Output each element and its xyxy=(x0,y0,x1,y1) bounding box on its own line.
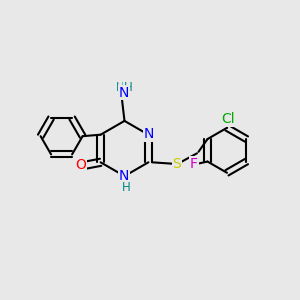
Text: Cl: Cl xyxy=(221,112,234,126)
Text: H: H xyxy=(124,81,133,94)
Text: O: O xyxy=(76,158,86,172)
Text: H: H xyxy=(122,181,130,194)
Text: N: N xyxy=(119,169,129,183)
Text: N: N xyxy=(119,86,129,100)
Text: N: N xyxy=(144,128,154,141)
Text: H: H xyxy=(116,81,124,94)
Text: S: S xyxy=(172,157,181,171)
Text: F: F xyxy=(190,157,198,171)
